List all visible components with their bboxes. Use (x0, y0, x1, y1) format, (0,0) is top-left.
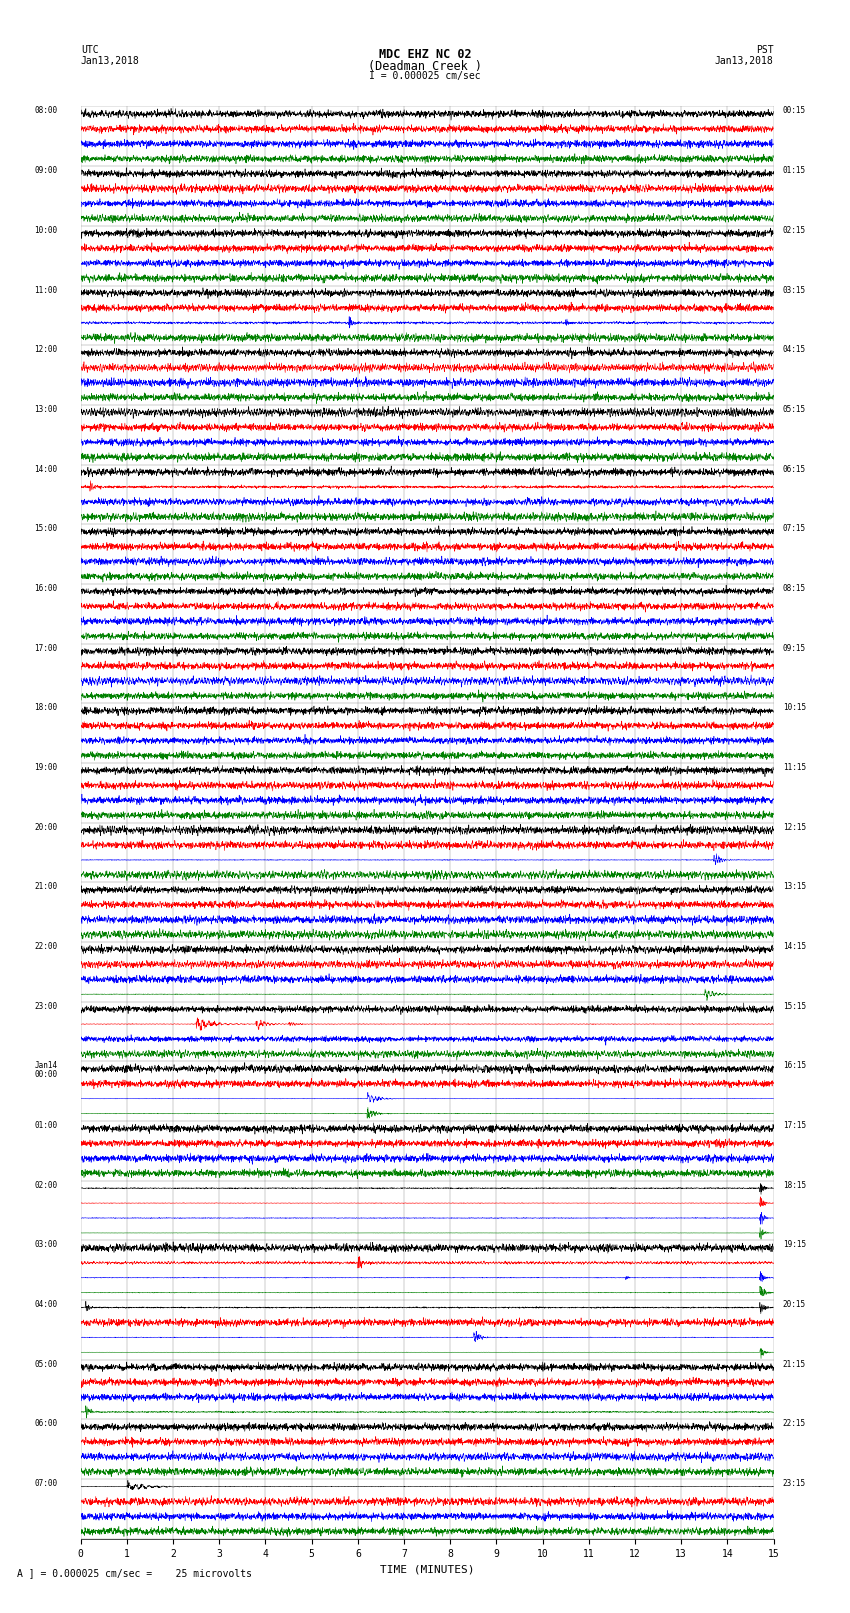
Text: 09:15: 09:15 (783, 644, 806, 653)
Text: A ] = 0.000025 cm/sec =    25 microvolts: A ] = 0.000025 cm/sec = 25 microvolts (17, 1568, 252, 1578)
Text: (Deadman Creek ): (Deadman Creek ) (368, 60, 482, 73)
Text: 01:15: 01:15 (783, 166, 806, 176)
Text: 11:15: 11:15 (783, 763, 806, 773)
Text: 16:15: 16:15 (783, 1061, 806, 1071)
Text: UTC: UTC (81, 45, 99, 55)
Text: 17:00: 17:00 (35, 644, 58, 653)
Text: 16:00: 16:00 (35, 584, 58, 594)
Text: 12:15: 12:15 (783, 823, 806, 832)
Text: 15:15: 15:15 (783, 1002, 806, 1011)
Text: 02:15: 02:15 (783, 226, 806, 235)
Text: MDC EHZ NC 02: MDC EHZ NC 02 (379, 48, 471, 61)
Text: 05:00: 05:00 (35, 1360, 58, 1369)
Text: 01:00: 01:00 (35, 1121, 58, 1131)
Text: 13:00: 13:00 (35, 405, 58, 415)
Text: 13:15: 13:15 (783, 882, 806, 892)
Text: Jan14: Jan14 (35, 1061, 58, 1071)
Text: 04:15: 04:15 (783, 345, 806, 355)
Text: 07:00: 07:00 (35, 1479, 58, 1489)
Text: 15:00: 15:00 (35, 524, 58, 534)
Text: 04:00: 04:00 (35, 1300, 58, 1310)
Text: 11:00: 11:00 (35, 286, 58, 295)
Text: 02:00: 02:00 (35, 1181, 58, 1190)
Text: 19:15: 19:15 (783, 1240, 806, 1250)
Text: 22:15: 22:15 (783, 1419, 806, 1429)
Text: 20:15: 20:15 (783, 1300, 806, 1310)
Text: 23:00: 23:00 (35, 1002, 58, 1011)
Text: 10:15: 10:15 (783, 703, 806, 713)
Text: 18:15: 18:15 (783, 1181, 806, 1190)
Text: 06:15: 06:15 (783, 465, 806, 474)
Text: 22:00: 22:00 (35, 942, 58, 952)
Text: 00:15: 00:15 (783, 106, 806, 116)
Text: 08:15: 08:15 (783, 584, 806, 594)
Text: 19:00: 19:00 (35, 763, 58, 773)
Text: 21:00: 21:00 (35, 882, 58, 892)
Text: 12:00: 12:00 (35, 345, 58, 355)
Text: 10:00: 10:00 (35, 226, 58, 235)
Text: 20:00: 20:00 (35, 823, 58, 832)
Text: 14:00: 14:00 (35, 465, 58, 474)
Text: PST: PST (756, 45, 774, 55)
Text: 00:00: 00:00 (35, 1071, 58, 1079)
Text: 03:15: 03:15 (783, 286, 806, 295)
Text: 03:00: 03:00 (35, 1240, 58, 1250)
Text: 08:00: 08:00 (35, 106, 58, 116)
Text: 09:00: 09:00 (35, 166, 58, 176)
Text: Jan13,2018: Jan13,2018 (715, 56, 774, 66)
Text: 14:15: 14:15 (783, 942, 806, 952)
Text: 06:00: 06:00 (35, 1419, 58, 1429)
Text: Jan13,2018: Jan13,2018 (81, 56, 139, 66)
Text: I = 0.000025 cm/sec: I = 0.000025 cm/sec (369, 71, 481, 81)
Text: 21:15: 21:15 (783, 1360, 806, 1369)
X-axis label: TIME (MINUTES): TIME (MINUTES) (380, 1565, 474, 1574)
Text: 07:15: 07:15 (783, 524, 806, 534)
Text: 18:00: 18:00 (35, 703, 58, 713)
Text: 17:15: 17:15 (783, 1121, 806, 1131)
Text: 23:15: 23:15 (783, 1479, 806, 1489)
Text: 05:15: 05:15 (783, 405, 806, 415)
